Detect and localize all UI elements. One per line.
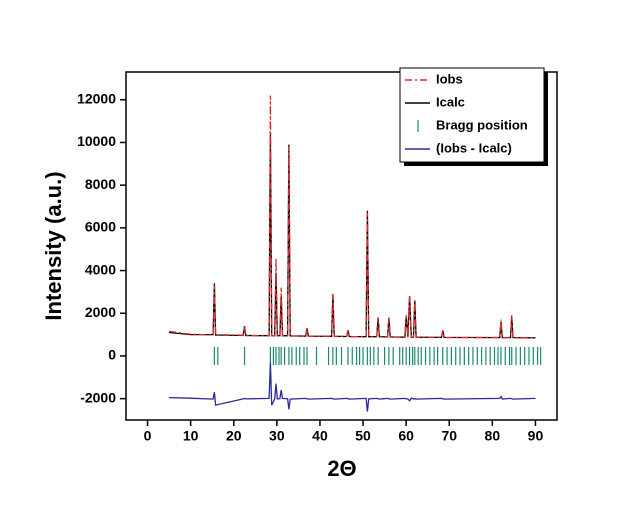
x-axis-title: 2Θ <box>327 456 356 481</box>
x-tick-label: 80 <box>485 428 501 444</box>
y-tick-label: 12000 <box>77 90 116 106</box>
x-tick-label: 10 <box>183 428 199 444</box>
y-tick-label: 6000 <box>85 219 116 235</box>
y-axis-title: Intensity (a.u.) <box>41 171 66 320</box>
legend-label: Iobs <box>436 71 463 86</box>
legend-label: Bragg position <box>436 117 528 132</box>
x-tick-label: 40 <box>312 428 328 444</box>
x-tick-label: 90 <box>528 428 544 444</box>
y-tick-label: 10000 <box>77 133 116 149</box>
y-tick-label: 8000 <box>85 176 116 192</box>
y-tick-label: 0 <box>108 347 116 363</box>
y-tick-label: -2000 <box>80 389 116 405</box>
series-line <box>169 95 536 339</box>
x-tick-label: 70 <box>441 428 457 444</box>
series-line <box>169 362 536 412</box>
x-tick-label: 50 <box>355 428 371 444</box>
x-tick-label: 0 <box>144 428 152 444</box>
x-tick-label: 20 <box>226 428 242 444</box>
legend-label: (Iobs - Icalc) <box>436 140 512 155</box>
x-tick-label: 30 <box>269 428 285 444</box>
y-tick-label: 2000 <box>85 304 116 320</box>
legend-label: Icalc <box>436 94 465 109</box>
legend-box <box>399 67 545 163</box>
plot-frame <box>125 71 558 421</box>
y-tick-label: 4000 <box>85 261 116 277</box>
x-tick-label: 60 <box>398 428 414 444</box>
